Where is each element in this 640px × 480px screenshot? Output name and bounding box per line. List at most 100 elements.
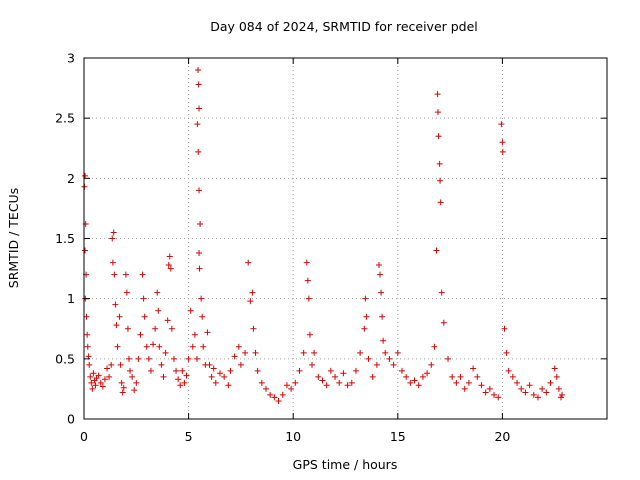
data-point	[394, 349, 401, 356]
data-point	[88, 379, 95, 386]
data-point	[539, 385, 546, 392]
data-point	[258, 379, 265, 386]
data-point	[147, 367, 154, 374]
data-point	[530, 391, 537, 398]
data-point	[83, 313, 90, 320]
data-point	[127, 367, 134, 374]
data-point	[436, 160, 443, 167]
y-tick-label: 2.5	[55, 111, 75, 126]
data-point	[84, 331, 91, 338]
data-point	[189, 343, 196, 350]
data-point	[369, 373, 376, 380]
data-point	[300, 349, 307, 356]
data-point	[123, 289, 130, 296]
data-point	[173, 367, 180, 374]
data-point	[140, 295, 147, 302]
data-point	[137, 331, 144, 338]
data-point	[434, 109, 441, 116]
data-point	[478, 382, 485, 389]
data-point	[315, 373, 322, 380]
data-point	[445, 355, 452, 362]
data-point	[357, 349, 364, 356]
data-point	[156, 343, 163, 350]
data-point	[158, 361, 165, 368]
data-point	[120, 384, 127, 391]
data-point	[84, 343, 91, 350]
data-point	[522, 389, 529, 396]
data-point	[411, 377, 418, 384]
data-point	[245, 259, 252, 266]
data-point	[470, 365, 477, 372]
data-point	[86, 361, 93, 368]
data-point	[435, 133, 442, 140]
data-point	[378, 289, 385, 296]
data-point	[117, 361, 124, 368]
data-point	[227, 367, 234, 374]
data-point	[181, 379, 188, 386]
data-point	[168, 325, 175, 332]
data-point	[195, 148, 202, 155]
data-point	[87, 373, 94, 380]
data-point	[114, 343, 121, 350]
data-point	[216, 370, 223, 377]
data-point	[398, 367, 405, 374]
data-point	[505, 367, 512, 374]
data-point	[386, 355, 393, 362]
data-point	[482, 389, 489, 396]
data-point	[97, 379, 104, 386]
data-point	[465, 379, 472, 386]
data-point	[92, 382, 99, 389]
data-point	[129, 373, 136, 380]
data-point	[474, 373, 481, 380]
data-point	[526, 382, 533, 389]
data-point	[457, 373, 464, 380]
data-point	[108, 361, 115, 368]
data-point	[296, 367, 303, 374]
x-tick-label: 20	[494, 429, 510, 444]
data-point	[352, 367, 359, 374]
data-point	[204, 329, 211, 336]
data-point	[155, 307, 162, 314]
data-point	[518, 385, 525, 392]
y-tick-label: 2	[67, 171, 75, 186]
data-point	[375, 261, 382, 268]
data-point	[499, 148, 506, 155]
data-point	[304, 277, 311, 284]
data-point	[237, 361, 244, 368]
data-point	[177, 382, 184, 389]
data-point	[279, 391, 286, 398]
data-point	[167, 265, 174, 272]
data-point	[403, 373, 410, 380]
data-point	[348, 379, 355, 386]
data-point	[363, 313, 370, 320]
data-point	[90, 370, 97, 377]
data-point	[193, 355, 200, 362]
data-point	[501, 325, 508, 332]
data-point	[437, 199, 444, 206]
data-point	[162, 349, 169, 356]
data-point	[379, 313, 386, 320]
data-point	[340, 370, 347, 377]
data-point	[199, 313, 206, 320]
data-point	[336, 379, 343, 386]
x-tick-label: 15	[390, 429, 406, 444]
data-point	[390, 361, 397, 368]
data-point	[332, 373, 339, 380]
data-point	[101, 376, 108, 383]
data-point	[283, 382, 290, 389]
data-point	[104, 365, 111, 372]
x-axis-label: GPS time / hours	[293, 457, 398, 472]
data-point	[166, 253, 173, 260]
data-point	[250, 325, 257, 332]
data-point	[160, 373, 167, 380]
x-tick-label: 10	[285, 429, 301, 444]
data-point	[143, 343, 150, 350]
y-tick-label: 1.5	[55, 231, 75, 246]
data-point	[440, 319, 447, 326]
data-point	[175, 376, 182, 383]
data-point	[150, 341, 157, 348]
data-point	[461, 385, 468, 392]
data-point	[547, 379, 554, 386]
data-point	[152, 325, 159, 332]
